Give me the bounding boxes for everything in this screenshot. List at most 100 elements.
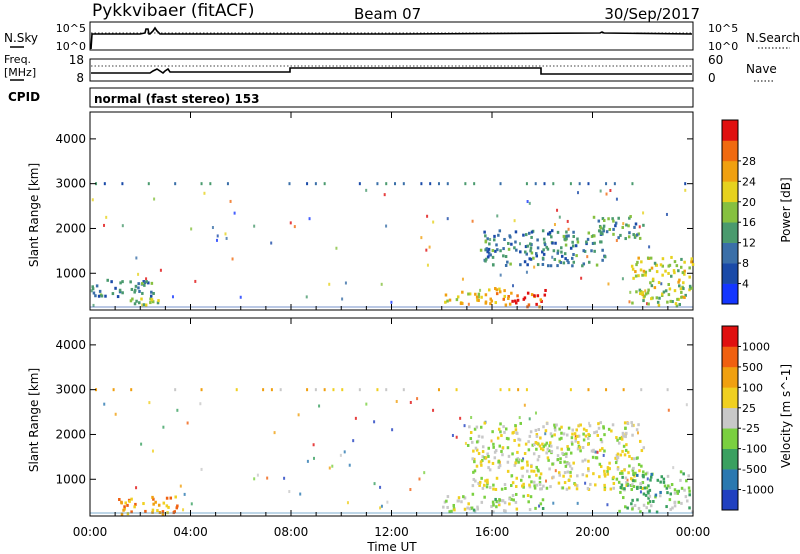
data-cell — [495, 292, 499, 296]
data-cell — [545, 441, 549, 445]
data-cell — [532, 256, 535, 260]
data-cell — [576, 447, 580, 451]
data-cell — [535, 483, 539, 487]
data-cell — [525, 252, 528, 256]
data-cell — [484, 456, 488, 460]
data-cell — [323, 182, 326, 186]
data-cell — [496, 214, 499, 218]
data-cell — [526, 469, 529, 473]
data-cell — [599, 189, 602, 193]
data-cell — [167, 505, 170, 509]
data-cell — [514, 500, 518, 504]
data-cell — [630, 457, 634, 461]
data-cell — [474, 446, 478, 450]
data-cell — [655, 296, 659, 300]
data-cell — [648, 500, 652, 504]
data-cell — [141, 303, 144, 307]
data-cell — [103, 402, 106, 406]
data-cell — [655, 510, 659, 514]
data-cell — [534, 182, 537, 186]
freq-left-tick-bottom: 8 — [76, 71, 84, 85]
data-cell — [541, 498, 545, 502]
data-cell — [616, 455, 619, 459]
data-cell — [529, 495, 533, 499]
data-cell — [578, 445, 582, 449]
data-cell — [531, 443, 535, 447]
data-cell — [544, 443, 547, 447]
data-cell — [541, 256, 545, 260]
data-cell — [494, 301, 498, 305]
data-cell — [485, 247, 488, 251]
data-cell — [443, 500, 447, 504]
data-cell — [215, 238, 218, 242]
data-cell — [615, 436, 618, 440]
data-cell — [547, 458, 550, 462]
data-cell — [470, 506, 474, 510]
data-cell — [513, 219, 516, 223]
data-cell — [150, 298, 154, 302]
data-cell — [680, 290, 683, 294]
data-cell — [646, 471, 649, 475]
data-cell — [584, 481, 587, 485]
data-cell — [478, 480, 482, 484]
data-cell — [553, 423, 556, 427]
data-cell — [616, 452, 620, 456]
data-cell — [602, 453, 605, 457]
data-cell — [569, 182, 572, 186]
data-cell — [186, 421, 189, 425]
data-cell — [585, 474, 589, 478]
data-cell — [640, 388, 643, 392]
data-cell — [672, 466, 675, 470]
data-cell — [516, 298, 520, 302]
data-cell — [625, 223, 628, 227]
data-cell — [558, 427, 561, 431]
data-cell — [577, 440, 580, 444]
data-cell — [266, 476, 269, 480]
data-cell — [639, 290, 643, 294]
data-cell — [593, 431, 596, 435]
data-cell — [562, 234, 566, 238]
data-cell — [513, 246, 516, 250]
data-cell — [182, 508, 185, 512]
data-cell — [473, 460, 476, 464]
data-cell — [654, 495, 657, 499]
data-cell — [471, 484, 475, 488]
y-tick-label: 4000 — [55, 132, 86, 146]
data-cell — [643, 294, 646, 298]
noise-sky-label: N.Sky — [4, 31, 38, 45]
data-cell — [552, 475, 555, 479]
data-cell — [550, 235, 553, 239]
data-cell — [549, 441, 552, 445]
data-cell — [631, 507, 634, 511]
data-cell — [559, 457, 562, 461]
data-cell — [635, 290, 638, 294]
data-cell — [314, 388, 317, 392]
data-cell — [550, 444, 553, 448]
data-cell — [144, 509, 147, 513]
colorbar-segment — [722, 181, 738, 203]
data-cell — [506, 469, 510, 473]
data-cell — [557, 471, 561, 475]
data-cell — [653, 286, 657, 290]
data-cell — [638, 292, 642, 296]
velocity-colorbar: 1000 500 100 25 -25 -100 -500 -1000 — [721, 325, 774, 511]
data-cell — [683, 295, 686, 299]
data-cell — [493, 234, 496, 238]
data-cell — [519, 421, 522, 425]
data-cell — [497, 500, 501, 504]
data-cell — [165, 504, 169, 508]
data-cell — [667, 293, 671, 297]
data-cell — [621, 449, 624, 453]
data-cell — [642, 492, 646, 496]
data-cell — [628, 231, 631, 235]
data-cell — [461, 277, 464, 281]
data-cell — [667, 484, 670, 488]
data-cell — [601, 217, 605, 221]
data-cell — [477, 298, 480, 302]
data-cell — [483, 456, 486, 460]
data-cell — [581, 446, 585, 450]
data-cell — [126, 512, 130, 516]
data-cell — [569, 246, 573, 250]
data-cell — [385, 388, 388, 392]
data-cell — [480, 295, 483, 299]
